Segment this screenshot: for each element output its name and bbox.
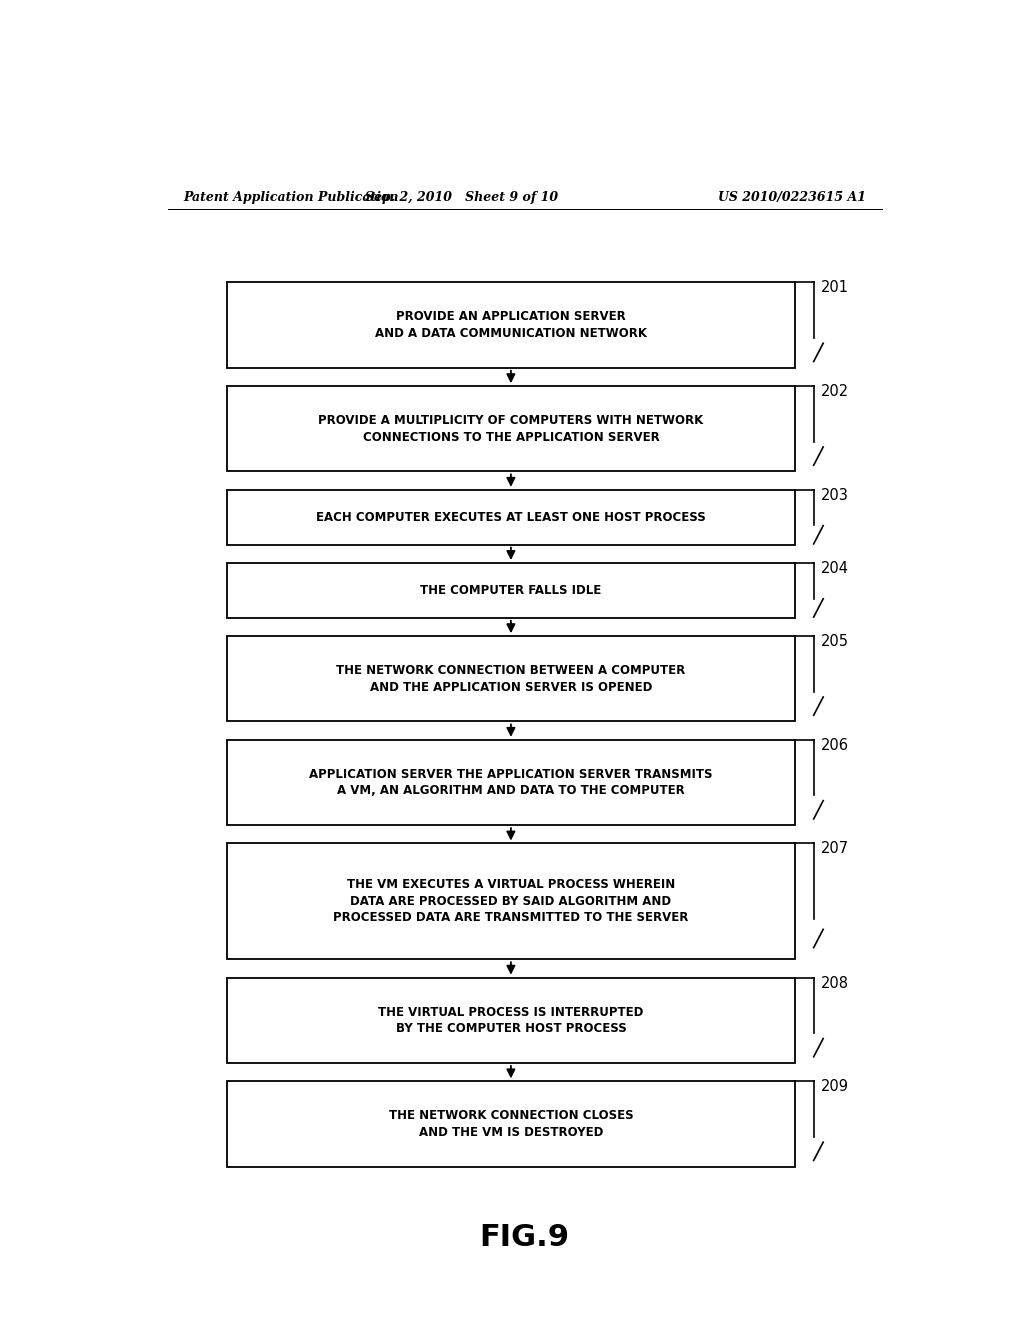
Text: APPLICATION SERVER THE APPLICATION SERVER TRANSMITS
A VM, AN ALGORITHM AND DATA : APPLICATION SERVER THE APPLICATION SERVE… <box>309 768 713 797</box>
Text: THE NETWORK CONNECTION BETWEEN A COMPUTER
AND THE APPLICATION SERVER IS OPENED: THE NETWORK CONNECTION BETWEEN A COMPUTE… <box>336 664 685 693</box>
Text: US 2010/0223615 A1: US 2010/0223615 A1 <box>718 190 866 203</box>
Text: 205: 205 <box>821 634 849 649</box>
Text: THE COMPUTER FALLS IDLE: THE COMPUTER FALLS IDLE <box>420 583 601 597</box>
Text: 207: 207 <box>821 841 849 857</box>
Text: 204: 204 <box>821 561 849 576</box>
Bar <box>227 385 795 471</box>
Bar <box>227 739 795 825</box>
Text: 209: 209 <box>821 1080 849 1094</box>
Bar <box>227 978 795 1063</box>
Text: THE NETWORK CONNECTION CLOSES
AND THE VM IS DESTROYED: THE NETWORK CONNECTION CLOSES AND THE VM… <box>388 1109 633 1139</box>
Text: THE VIRTUAL PROCESS IS INTERRUPTED
BY THE COMPUTER HOST PROCESS: THE VIRTUAL PROCESS IS INTERRUPTED BY TH… <box>378 1006 644 1035</box>
Text: FIG.9: FIG.9 <box>479 1222 570 1251</box>
Bar <box>227 490 795 545</box>
Text: Sep. 2, 2010   Sheet 9 of 10: Sep. 2, 2010 Sheet 9 of 10 <box>365 190 558 203</box>
Bar <box>227 636 795 722</box>
Text: PROVIDE AN APPLICATION SERVER
AND A DATA COMMUNICATION NETWORK: PROVIDE AN APPLICATION SERVER AND A DATA… <box>375 310 647 339</box>
Bar <box>227 282 795 368</box>
Text: 208: 208 <box>821 975 849 990</box>
Text: Patent Application Publication: Patent Application Publication <box>183 190 399 203</box>
Text: 203: 203 <box>821 487 849 503</box>
Text: 201: 201 <box>821 280 849 296</box>
Bar <box>227 1081 795 1167</box>
Bar <box>227 562 795 618</box>
Text: PROVIDE A MULTIPLICITY OF COMPUTERS WITH NETWORK
CONNECTIONS TO THE APPLICATION : PROVIDE A MULTIPLICITY OF COMPUTERS WITH… <box>318 414 703 444</box>
Text: EACH COMPUTER EXECUTES AT LEAST ONE HOST PROCESS: EACH COMPUTER EXECUTES AT LEAST ONE HOST… <box>316 511 706 524</box>
Text: THE VM EXECUTES A VIRTUAL PROCESS WHEREIN
DATA ARE PROCESSED BY SAID ALGORITHM A: THE VM EXECUTES A VIRTUAL PROCESS WHEREI… <box>333 878 688 924</box>
Bar <box>227 843 795 960</box>
Text: 206: 206 <box>821 738 849 752</box>
Text: 202: 202 <box>821 384 849 399</box>
